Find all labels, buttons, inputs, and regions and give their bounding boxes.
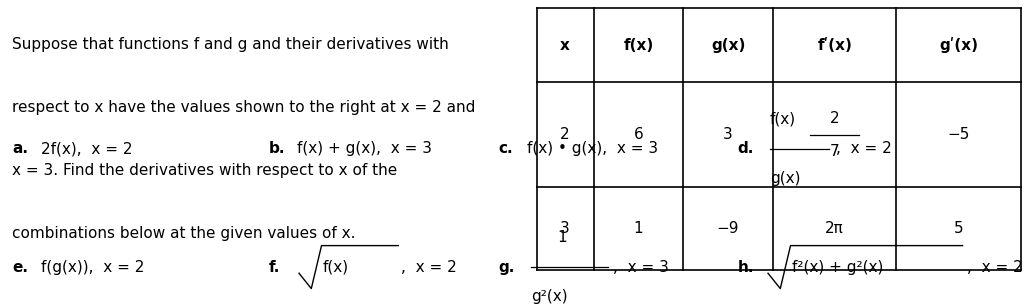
Text: f.: f. — [268, 260, 280, 274]
Text: f(g(x)),  x = 2: f(g(x)), x = 2 — [41, 260, 144, 274]
Text: g(x): g(x) — [770, 171, 801, 186]
Text: 3: 3 — [560, 221, 570, 236]
Text: f²(x) + g²(x): f²(x) + g²(x) — [792, 260, 883, 274]
Text: ,  x = 2: , x = 2 — [401, 260, 457, 274]
Text: combinations below at the given values of x.: combinations below at the given values o… — [12, 226, 355, 241]
Text: f(x): f(x) — [624, 37, 653, 52]
Text: h.: h. — [737, 260, 754, 274]
Text: 2: 2 — [829, 111, 840, 126]
Text: b.: b. — [268, 142, 285, 156]
Text: fʹ(x): fʹ(x) — [817, 37, 852, 52]
Text: g(x): g(x) — [711, 37, 745, 52]
Text: f(x): f(x) — [770, 112, 797, 127]
Text: 5: 5 — [954, 221, 964, 236]
Text: x: x — [560, 37, 570, 52]
Text: Suppose that functions f and g and their derivatives with: Suppose that functions f and g and their… — [12, 37, 450, 52]
Text: gʹ(x): gʹ(x) — [939, 37, 978, 53]
Text: 1: 1 — [557, 230, 567, 245]
Text: 6: 6 — [634, 127, 643, 142]
Text: ,  x = 2: , x = 2 — [967, 260, 1022, 274]
Text: g²(x): g²(x) — [531, 289, 568, 304]
Text: 7: 7 — [829, 144, 840, 159]
Text: a.: a. — [12, 142, 29, 156]
Text: f(x) • g(x),  x = 3: f(x) • g(x), x = 3 — [527, 142, 658, 156]
Text: ,  x = 2: , x = 2 — [836, 142, 891, 156]
Text: 2f(x),  x = 2: 2f(x), x = 2 — [41, 142, 132, 156]
Text: g.: g. — [499, 260, 515, 274]
Text: f(x) + g(x),  x = 3: f(x) + g(x), x = 3 — [297, 142, 432, 156]
Text: f(x): f(x) — [323, 260, 349, 274]
Text: x = 3. Find the derivatives with respect to x of the: x = 3. Find the derivatives with respect… — [12, 163, 397, 178]
Text: 2: 2 — [560, 127, 570, 142]
Text: 2π: 2π — [825, 221, 844, 236]
Text: e.: e. — [12, 260, 29, 274]
Text: d.: d. — [737, 142, 754, 156]
Text: 1: 1 — [634, 221, 643, 236]
Text: c.: c. — [499, 142, 513, 156]
Text: 3: 3 — [723, 127, 733, 142]
Text: −5: −5 — [947, 127, 970, 142]
Text: respect to x have the values shown to the right at x = 2 and: respect to x have the values shown to th… — [12, 100, 476, 115]
Text: −9: −9 — [717, 221, 739, 236]
Text: ,  x = 3: , x = 3 — [613, 260, 670, 274]
